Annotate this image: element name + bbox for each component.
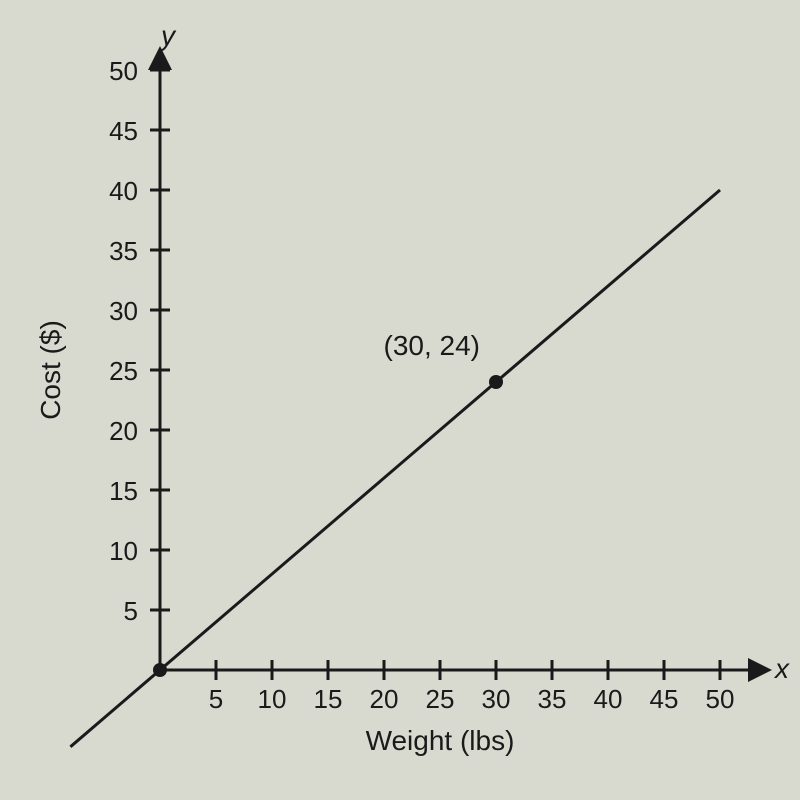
y-tick-label: 40 xyxy=(109,176,138,206)
marked-point xyxy=(489,375,503,389)
y-tick-label: 50 xyxy=(109,56,138,86)
chart-container: y x 5 10 15 20 25 30 35 40 45 xyxy=(10,10,790,790)
y-tick-label: 35 xyxy=(109,236,138,266)
x-ticks: 5 10 15 20 25 30 35 40 45 50 xyxy=(209,660,735,714)
x-tick-label: 30 xyxy=(482,684,511,714)
y-tick-label: 15 xyxy=(109,476,138,506)
y-axis-title: Cost ($) xyxy=(35,320,66,420)
y-tick-label: 10 xyxy=(109,536,138,566)
y-tick-label: 45 xyxy=(109,116,138,146)
x-tick-label: 50 xyxy=(706,684,735,714)
x-tick-label: 25 xyxy=(426,684,455,714)
y-tick-label: 5 xyxy=(124,596,138,626)
y-tick-label: 20 xyxy=(109,416,138,446)
x-tick-label: 40 xyxy=(594,684,623,714)
x-tick-label: 20 xyxy=(370,684,399,714)
x-axis-letter: x xyxy=(773,653,790,684)
y-tick-label: 25 xyxy=(109,356,138,386)
x-tick-label: 10 xyxy=(258,684,287,714)
data-line xyxy=(70,190,720,747)
x-tick-label: 35 xyxy=(538,684,567,714)
y-tick-label: 30 xyxy=(109,296,138,326)
origin-point xyxy=(153,663,167,677)
x-tick-label: 15 xyxy=(314,684,343,714)
x-tick-label: 45 xyxy=(650,684,679,714)
y-axis-letter: y xyxy=(159,20,177,51)
x-axis-title: Weight (lbs) xyxy=(366,725,515,756)
marked-point-label: (30, 24) xyxy=(384,330,481,361)
x-tick-label: 5 xyxy=(209,684,223,714)
chart-svg: y x 5 10 15 20 25 30 35 40 45 xyxy=(10,10,790,790)
